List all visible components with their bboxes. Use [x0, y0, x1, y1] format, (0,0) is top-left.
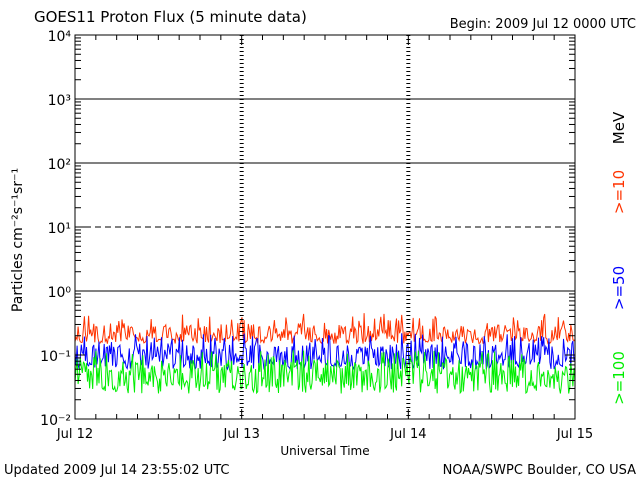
series-line: [74, 333, 576, 371]
x-axis-label: Universal Time: [280, 444, 369, 458]
legend-entry: >=10: [610, 170, 628, 214]
y-axis-label: Particles cm⁻²s⁻¹sr⁻¹: [10, 168, 26, 312]
x-tick-label: Jul 14: [389, 427, 426, 442]
x-tick-label: Jul 12: [56, 427, 93, 442]
begin-time: Begin: 2009 Jul 12 0000 UTC: [450, 17, 636, 32]
series-layer: [74, 313, 576, 395]
x-tick-label: Jul 15: [556, 427, 593, 442]
plot-frame: [74, 34, 576, 420]
y-tick-label: 10⁰: [48, 285, 72, 301]
x-tick-label: Jul 13: [222, 427, 259, 442]
y-tick-labels: 10⁻² 10⁻¹ 10⁰ 10¹ 10² 10³ 10⁴: [40, 29, 71, 429]
series-line: [74, 313, 576, 345]
y-tick-label: 10⁻²: [40, 413, 71, 429]
grid-layer: [74, 35, 576, 420]
y-tick-label: 10²: [48, 157, 71, 173]
credit: NOAA/SWPC Boulder, CO USA: [443, 463, 636, 478]
y-tick-label: 10⁻¹: [40, 349, 71, 365]
updated-time: Updated 2009 Jul 14 23:55:02 UTC: [4, 463, 229, 478]
legend-entry: >=50: [610, 266, 628, 310]
chart-title: GOES11 Proton Flux (5 minute data): [34, 8, 307, 26]
x-tick-labels: Jul 12 Jul 13 Jul 14 Jul 15: [56, 427, 593, 442]
series-line: [74, 350, 576, 395]
legend: MeV >=10 >=50 >=100: [610, 111, 628, 405]
y-tick-label: 10³: [48, 93, 71, 109]
y-tick-label: 10¹: [48, 221, 71, 237]
legend-entry: >=100: [610, 351, 628, 405]
legend-entry: MeV: [610, 111, 628, 144]
y-tick-label: 10⁴: [48, 29, 72, 45]
